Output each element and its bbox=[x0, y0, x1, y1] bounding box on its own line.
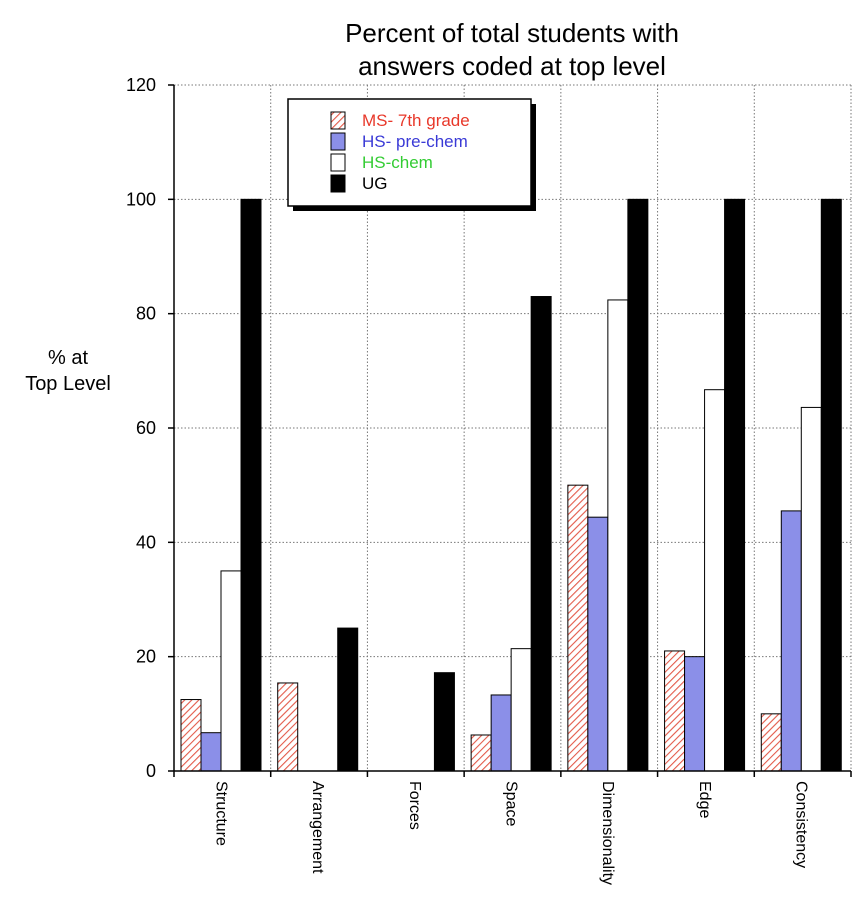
category-label-forces: Forces bbox=[406, 781, 423, 830]
bar-consistency-series-4 bbox=[820, 198, 842, 772]
y-tick-label: 20 bbox=[136, 647, 156, 667]
bar-space-series-4 bbox=[530, 296, 552, 772]
category-label-space: Space bbox=[503, 781, 520, 826]
bar-space-series-3 bbox=[510, 648, 532, 772]
category-label-arrangement: Arrangement bbox=[309, 781, 326, 874]
y-axis-label-line-2: Top Level bbox=[25, 373, 111, 395]
bar-forces-series-4 bbox=[433, 672, 455, 772]
legend-swatch-2 bbox=[330, 132, 346, 151]
bar-dimensionality-series-1 bbox=[567, 484, 589, 772]
bar-edge-series-2 bbox=[684, 656, 706, 772]
axes bbox=[168, 84, 852, 777]
legend-label-4: UG bbox=[362, 174, 388, 193]
bar-space-series-2 bbox=[490, 694, 512, 772]
legend-swatch-3 bbox=[330, 153, 346, 172]
bar-consistency-series-1 bbox=[760, 713, 782, 772]
chart-title-line-1: Percent of total students with bbox=[345, 18, 679, 48]
legend-label-2: HS- pre-chem bbox=[362, 132, 468, 151]
legend-box bbox=[287, 98, 532, 207]
category-labels: Structure Arrangement Forces Space Dimension… bbox=[212, 781, 809, 885]
legend: MS- 7th grade HS- pre-chem HS-chem UG bbox=[287, 98, 536, 211]
y-tick-label: 100 bbox=[126, 189, 156, 209]
bar-edge-series-4 bbox=[724, 198, 746, 772]
bar-arrangement-series-1 bbox=[277, 682, 299, 772]
category-label-dimensionality: Dimensionality bbox=[599, 781, 616, 885]
legend-label-1: MS- 7th grade bbox=[362, 111, 470, 130]
bar-dimensionality-series-3 bbox=[607, 299, 629, 772]
y-tick-label: 120 bbox=[126, 75, 156, 95]
y-tick-label: 40 bbox=[136, 532, 156, 552]
y-tick-labels: 0 20 40 60 80 100 120 bbox=[126, 75, 156, 781]
bar-edge-series-3 bbox=[704, 389, 726, 772]
bar-structure-series-1 bbox=[180, 699, 202, 772]
bar-consistency-series-3 bbox=[800, 406, 822, 772]
bar-edge-series-1 bbox=[664, 650, 686, 772]
bar-arrangement-series-4 bbox=[337, 627, 359, 772]
category-label-edge: Edge bbox=[696, 781, 713, 818]
bar-space-series-1 bbox=[470, 734, 492, 772]
y-tick-label: 0 bbox=[146, 761, 156, 781]
bar-dimensionality-series-2 bbox=[587, 516, 609, 772]
category-label-consistency: Consistency bbox=[793, 781, 810, 868]
category-label-structure: Structure bbox=[212, 781, 229, 846]
legend-swatch-1 bbox=[330, 111, 346, 130]
bar-dimensionality-series-4 bbox=[627, 198, 649, 772]
bar-structure-series-3 bbox=[220, 570, 242, 772]
chart-title-line-2: answers coded at top level bbox=[358, 51, 666, 81]
legend-label-3: HS-chem bbox=[362, 153, 433, 172]
bar-structure-series-4 bbox=[240, 198, 262, 772]
bar-consistency-series-2 bbox=[780, 510, 802, 772]
bar-structure-series-2 bbox=[200, 732, 222, 772]
y-tick-label: 80 bbox=[136, 304, 156, 324]
legend-swatch-4 bbox=[330, 174, 346, 193]
bars bbox=[180, 198, 842, 772]
y-axis-label-line-1: % at bbox=[48, 347, 88, 369]
y-tick-label: 60 bbox=[136, 418, 156, 438]
